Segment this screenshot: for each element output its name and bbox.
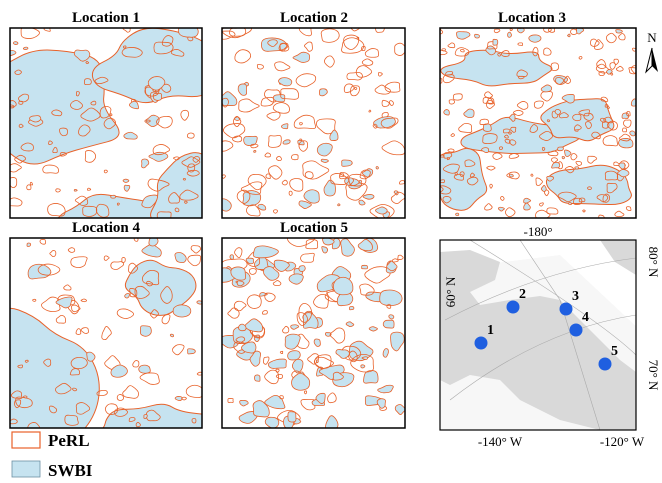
coordinate-label: -140° W (478, 434, 523, 449)
lake (616, 30, 623, 33)
lake (529, 35, 541, 42)
lake (569, 202, 572, 204)
lake (338, 204, 340, 206)
lake (288, 351, 301, 360)
site-marker (599, 358, 612, 371)
panel-title: Location 2 (280, 10, 348, 26)
lake (342, 160, 353, 166)
site-label: 1 (487, 323, 494, 338)
panel-title: Location 1 (72, 10, 140, 26)
panel-title: Location 5 (280, 220, 348, 236)
map-panel (215, 22, 408, 219)
site-label: 3 (572, 289, 579, 304)
legend-swatch (12, 432, 40, 448)
lake (587, 187, 591, 190)
lake (237, 281, 244, 286)
site-label: 5 (611, 344, 618, 359)
coordinate-label: -180° (523, 224, 552, 239)
lake (562, 156, 565, 158)
lake (333, 277, 353, 295)
lake (383, 320, 394, 328)
lake (111, 195, 116, 198)
lake (607, 107, 609, 109)
lake (631, 99, 638, 106)
site-marker (507, 301, 520, 314)
map-panel (431, 28, 639, 222)
lake (499, 147, 502, 150)
lake (555, 109, 561, 114)
legend-label: SWBI (48, 461, 93, 480)
lake (483, 134, 498, 144)
lake (71, 357, 87, 368)
lake (498, 53, 501, 56)
lake (188, 37, 193, 41)
coordinate-label: 80° N (646, 247, 661, 278)
lake (288, 412, 296, 422)
lake (380, 290, 402, 306)
lake (542, 148, 544, 151)
lake (230, 255, 234, 260)
lake (254, 151, 256, 153)
lake (18, 365, 23, 368)
lake (575, 167, 579, 169)
lake (175, 208, 179, 212)
lake (74, 189, 77, 191)
lake (509, 174, 513, 177)
panel-title: Location 3 (498, 10, 566, 26)
lake (255, 375, 261, 381)
figure: Location 1 Location 2 Location 3 Locatio… (0, 0, 662, 483)
lake (440, 180, 444, 183)
lake (23, 47, 28, 50)
site-marker (570, 324, 583, 337)
lake (27, 243, 31, 247)
lake (173, 305, 191, 317)
lake (483, 124, 491, 132)
lake (139, 365, 151, 373)
lake (129, 417, 135, 421)
lake (123, 179, 129, 182)
inset-map (440, 240, 640, 430)
map-panel (0, 237, 221, 453)
coordinate-label: 60° N (443, 276, 458, 307)
lake (362, 265, 368, 269)
legend-label: PeRL (48, 431, 90, 450)
lake (493, 39, 498, 45)
lake (558, 147, 564, 151)
lake (316, 360, 318, 363)
map-panel (214, 231, 406, 432)
coordinate-label: -120° W (600, 434, 645, 449)
lake (376, 167, 378, 169)
lake (188, 349, 196, 354)
lake (475, 34, 480, 38)
legend-swatch (12, 461, 40, 477)
lake (361, 365, 365, 368)
lake (140, 326, 151, 337)
lake (13, 42, 18, 45)
lake (192, 418, 196, 423)
water-body (546, 165, 631, 204)
north-arrow: N (646, 30, 658, 72)
site-marker (560, 303, 573, 316)
lake (444, 110, 450, 115)
site-label: 2 (519, 287, 526, 302)
legend: PeRL SWBI (12, 431, 93, 480)
north-label: N (647, 30, 657, 45)
lake (389, 315, 394, 319)
lake (517, 28, 524, 33)
lake (350, 307, 354, 310)
lake (299, 266, 305, 272)
site-label: 4 (582, 310, 589, 325)
site-marker (475, 337, 488, 350)
lake (456, 213, 459, 215)
coordinate-label: 70° N (646, 360, 661, 391)
panel-title: Location 4 (72, 220, 140, 236)
lake (359, 180, 361, 183)
lake (170, 334, 173, 337)
lake (508, 32, 512, 37)
